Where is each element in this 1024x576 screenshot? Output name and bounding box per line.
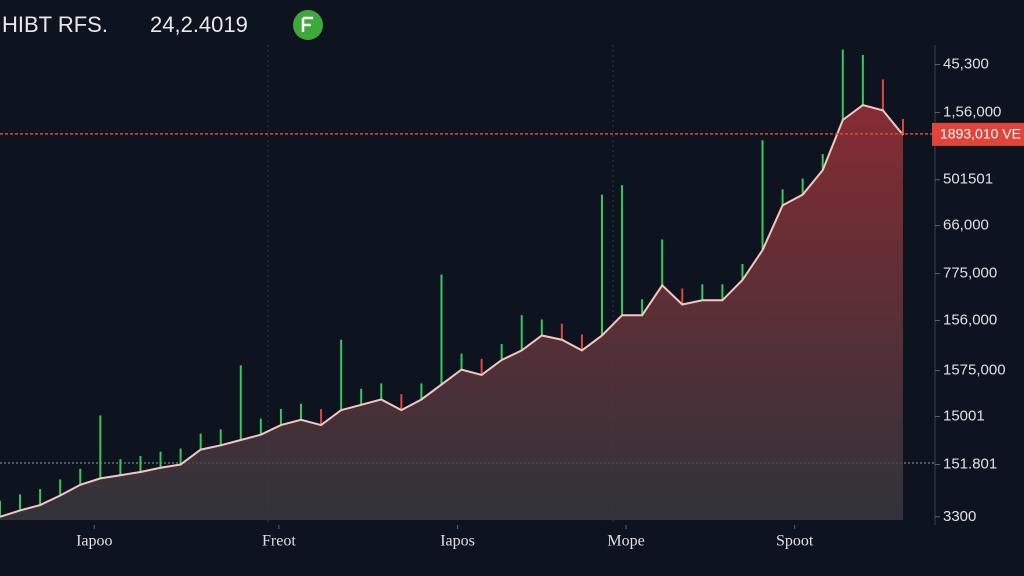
y-tick-label: 1575,000 bbox=[943, 362, 1006, 379]
title: HIBT RFS. bbox=[2, 12, 108, 37]
x-tick-label: Iapos bbox=[440, 533, 475, 550]
x-tick-label: Freot bbox=[262, 533, 296, 550]
current-price-label: 1893,010 VE bbox=[940, 126, 1021, 142]
y-tick-label: 66,000 bbox=[943, 217, 989, 234]
y-tick-label: 1,56,000 bbox=[943, 104, 1001, 121]
y-tick-label: 151.801 bbox=[943, 456, 997, 473]
subtitle: 24,2.4019 bbox=[150, 12, 248, 37]
x-tick-label: Mope bbox=[607, 533, 644, 550]
current-price-box bbox=[932, 122, 1024, 146]
status-icon-glyph bbox=[301, 16, 313, 32]
y-tick-label: 775,000 bbox=[943, 265, 997, 282]
price-line bbox=[0, 103, 904, 518]
x-tick-label: Spoot bbox=[776, 533, 814, 550]
price-area bbox=[0, 105, 903, 521]
y-tick-label: 156,000 bbox=[943, 312, 997, 329]
x-tick-label: Iapoo bbox=[76, 533, 112, 550]
y-tick-label: 15001 bbox=[943, 408, 985, 425]
y-tick-label: 3300 bbox=[943, 508, 976, 525]
y-tick-label: 501501 bbox=[943, 171, 993, 188]
y-tick-label: 45,300 bbox=[943, 56, 989, 73]
